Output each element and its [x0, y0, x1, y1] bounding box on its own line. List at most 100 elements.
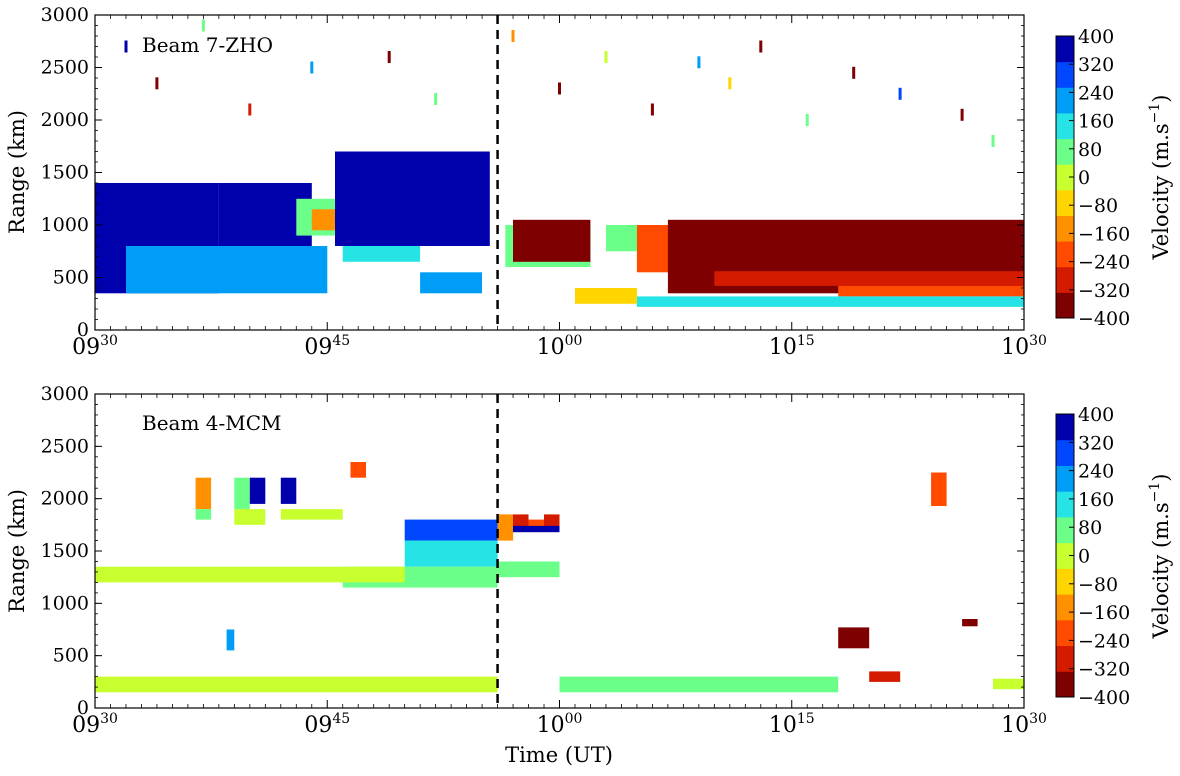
data-region	[497, 561, 560, 578]
y-axis-title: Range (km)	[5, 110, 29, 234]
colorbar-tick-label: 400	[1078, 26, 1114, 48]
panel-title: Beam 4-MCM	[142, 411, 282, 435]
colorbar-swatch	[1056, 36, 1074, 63]
x-tick-label: 1030	[1001, 711, 1047, 738]
data-region	[513, 525, 560, 533]
colorbar-tick-label: −240	[1078, 630, 1130, 652]
y-axis-ticks: 0 500 1000 1500 2000 2500 3000	[41, 383, 1024, 719]
x-tick-label: 1000	[537, 711, 583, 738]
colorbar: 400 320 240 160 80 0 −80 −160 −240 −320 −400	[1055, 404, 1130, 709]
data-region	[575, 288, 637, 304]
colorbar-tick-label: −160	[1078, 223, 1130, 245]
colorbar-swatch	[1056, 138, 1074, 165]
data-region	[559, 676, 839, 693]
data-region	[195, 509, 212, 520]
x-tick-label: 1015	[769, 333, 815, 360]
colorbar-tick-label: −320	[1078, 280, 1130, 302]
y-tick-label: 2500	[41, 57, 89, 79]
data-point	[805, 114, 809, 126]
data-region	[931, 472, 947, 506]
colorbar-swatch	[1056, 215, 1074, 242]
x-tick-label: 1015	[769, 711, 815, 738]
colorbar-tick-label: −400	[1078, 308, 1130, 330]
x-tick-label: 0930	[72, 333, 118, 360]
data-point	[511, 30, 515, 42]
data-point	[201, 19, 205, 32]
colorbar-tick-label: −400	[1078, 687, 1130, 709]
y-tick-label: 0	[77, 697, 89, 719]
colorbar-tick-label: −80	[1078, 574, 1118, 596]
panel-beam-7-zho: 0 500 1000 1500 2000 2500 3000 0930 0945 1000 101…	[5, 4, 1173, 360]
data-point	[991, 135, 995, 147]
colorbar-tick-label: 80	[1078, 139, 1102, 161]
data-region	[95, 676, 498, 693]
colorbar-tick-label: 320	[1078, 54, 1114, 76]
data-point	[310, 61, 314, 74]
colorbar-swatch	[1056, 465, 1074, 492]
colorbar-swatch	[1056, 516, 1074, 544]
data-point	[155, 77, 159, 90]
colorbar-swatch	[1056, 292, 1074, 319]
data-region	[838, 285, 1024, 297]
colorbar-swatch	[1056, 645, 1074, 672]
data-point	[604, 51, 608, 63]
colorbar-swatch	[1056, 61, 1074, 88]
y-tick-label: 1500	[41, 162, 89, 184]
data-layer	[95, 19, 1024, 307]
colorbar-swatch	[1056, 414, 1074, 441]
data-region	[234, 509, 266, 525]
data-region	[249, 477, 266, 504]
y-tick-label: 1500	[41, 540, 89, 562]
data-layer	[95, 462, 1024, 693]
y-tick-label: 3000	[41, 383, 89, 405]
colorbar-swatch	[1056, 87, 1074, 114]
data-point	[558, 82, 561, 95]
colorbar: 400 320 240 160 80 0 −80 −160 −240 −320 −400	[1055, 26, 1130, 330]
data-region	[280, 509, 343, 520]
colorbar-tick-label: 240	[1078, 461, 1114, 483]
data-point	[759, 40, 763, 53]
data-region	[280, 477, 297, 504]
colorbar-tick-label: 0	[1078, 546, 1090, 568]
data-region	[95, 566, 405, 583]
x-tick-label: 0945	[304, 711, 350, 738]
data-point	[728, 77, 732, 90]
colorbar-label: Velocity (m.s−1)	[1147, 474, 1173, 640]
colorbar-swatch	[1056, 491, 1074, 518]
data-region	[838, 627, 870, 649]
data-point	[124, 40, 128, 53]
x-axis-ticks: 0930 0945 1000 1015 1030	[72, 394, 1047, 738]
colorbar-tick-label: −240	[1078, 252, 1130, 274]
x-tick-label: 0930	[72, 711, 118, 738]
data-region	[404, 540, 498, 567]
colorbar-swatch	[1056, 439, 1074, 466]
x-tick-label: 0945	[304, 333, 350, 360]
data-region	[714, 271, 1024, 286]
colorbar-swatch	[1056, 266, 1074, 293]
colorbar-swatch	[1056, 619, 1074, 647]
colorbar-tick-label: −80	[1078, 195, 1118, 217]
data-point	[898, 87, 902, 100]
y-tick-label: 2000	[41, 109, 89, 131]
y-tick-label: 500	[53, 267, 89, 289]
colorbar-swatch	[1056, 542, 1074, 569]
data-point	[697, 56, 701, 69]
x-tick-label: 1000	[537, 333, 583, 360]
data-region	[962, 619, 978, 627]
y-tick-label: 1000	[41, 214, 89, 236]
colorbar-swatch	[1056, 568, 1074, 595]
panel-beam-4-mcm: 0 500 1000 1500 2000 2500 3000 0930 0945 1000 101…	[5, 383, 1173, 738]
data-point	[248, 103, 252, 116]
y-tick-label: 500	[53, 645, 89, 667]
x-axis-title: Time (UT)	[505, 743, 613, 767]
data-region	[342, 246, 421, 262]
colorbar-label: Velocity (m.s−1)	[1147, 95, 1173, 261]
data-region	[335, 151, 490, 246]
colorbar-swatch	[1056, 112, 1074, 140]
data-region	[993, 678, 1024, 690]
colorbar-tick-label: 0	[1078, 167, 1090, 189]
colorbar-tick-label: 80	[1078, 517, 1102, 539]
colorbar-tick-label: 400	[1078, 404, 1114, 426]
data-region	[226, 629, 235, 651]
y-tick-label: 1000	[41, 592, 89, 614]
